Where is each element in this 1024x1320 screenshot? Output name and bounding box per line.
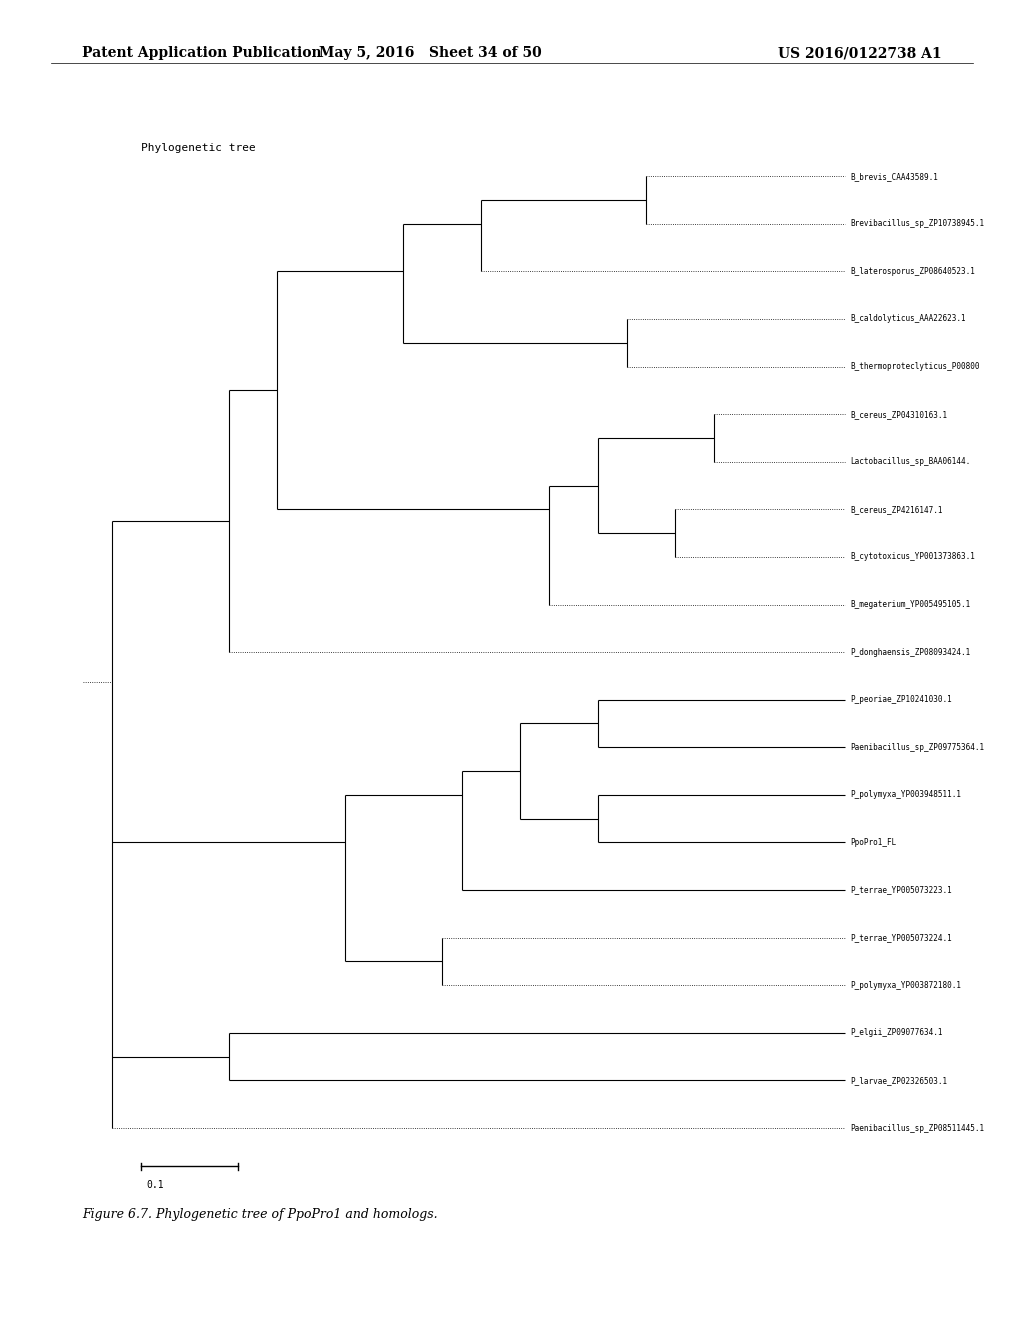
Text: P_terrae_YP005073224.1: P_terrae_YP005073224.1 [850,933,951,942]
Text: P_elgii_ZP09077634.1: P_elgii_ZP09077634.1 [850,1028,942,1038]
Text: P_donghaensis_ZP08093424.1: P_donghaensis_ZP08093424.1 [850,648,971,656]
Text: 0.1: 0.1 [146,1180,164,1191]
Text: Patent Application Publication: Patent Application Publication [82,46,322,61]
Text: Figure 6.7. Phylogenetic tree of PpoPro1 and homologs.: Figure 6.7. Phylogenetic tree of PpoPro1… [82,1208,437,1221]
Text: B_cereus_ZP04310163.1: B_cereus_ZP04310163.1 [850,409,947,418]
Text: B_thermoproteclyticus_P00800: B_thermoproteclyticus_P00800 [850,362,980,371]
Text: P_terrae_YP005073223.1: P_terrae_YP005073223.1 [850,886,951,895]
Text: US 2016/0122738 A1: US 2016/0122738 A1 [778,46,942,61]
Text: P_polymyxa_YP003872180.1: P_polymyxa_YP003872180.1 [850,981,962,990]
Text: May 5, 2016   Sheet 34 of 50: May 5, 2016 Sheet 34 of 50 [318,46,542,61]
Text: B_megaterium_YP005495105.1: B_megaterium_YP005495105.1 [850,601,971,609]
Text: P_larvae_ZP02326503.1: P_larvae_ZP02326503.1 [850,1076,947,1085]
Text: P_polymyxa_YP003948511.1: P_polymyxa_YP003948511.1 [850,791,962,800]
Text: Paenibacillus_sp_ZP09775364.1: Paenibacillus_sp_ZP09775364.1 [850,743,984,752]
Text: B_laterosporus_ZP08640523.1: B_laterosporus_ZP08640523.1 [850,267,975,276]
Text: Phylogenetic tree: Phylogenetic tree [141,143,256,153]
Text: Brevibacillus_sp_ZP10738945.1: Brevibacillus_sp_ZP10738945.1 [850,219,984,228]
Text: Lactobacillus_sp_BAA06144.: Lactobacillus_sp_BAA06144. [850,457,971,466]
Text: B_cytotoxicus_YP001373863.1: B_cytotoxicus_YP001373863.1 [850,552,975,561]
Text: Paenibacillus_sp_ZP08511445.1: Paenibacillus_sp_ZP08511445.1 [850,1123,984,1133]
Text: B_cereus_ZP4216147.1: B_cereus_ZP4216147.1 [850,504,942,513]
Text: B_brevis_CAA43589.1: B_brevis_CAA43589.1 [850,172,938,181]
Text: P_peoriae_ZP10241030.1: P_peoriae_ZP10241030.1 [850,696,951,704]
Text: PpoPro1_FL: PpoPro1_FL [850,838,896,847]
Text: B_caldolyticus_AAA22623.1: B_caldolyticus_AAA22623.1 [850,314,966,323]
